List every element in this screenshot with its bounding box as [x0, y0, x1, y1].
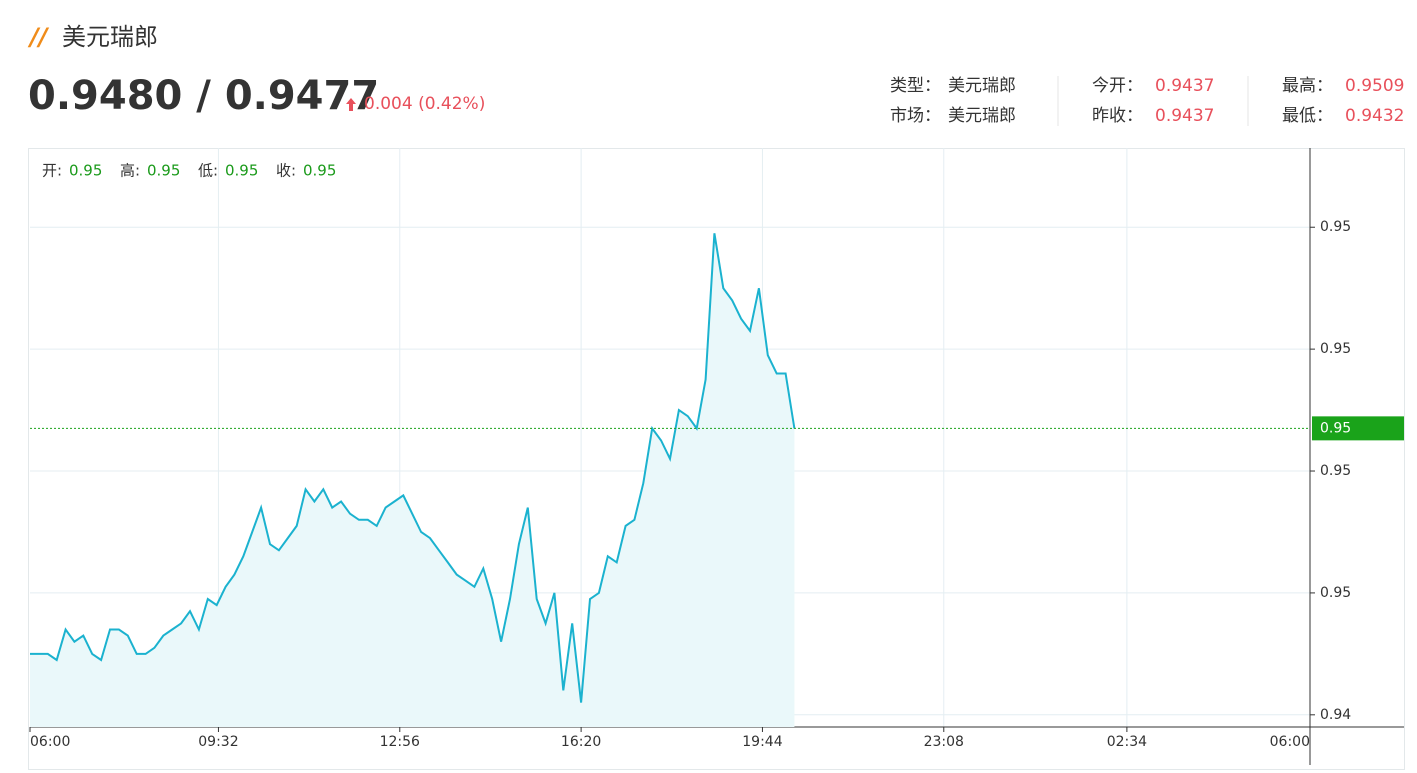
up-arrow — [346, 98, 356, 111]
info-label: 最高： — [1282, 76, 1333, 96]
info-label: 市场： — [890, 106, 941, 126]
x-tick-label: 23:08 — [924, 734, 964, 750]
x-tick-label: 06:00 — [1270, 734, 1310, 750]
ohlc-label: 高: — [120, 162, 140, 180]
title: 美元瑞郎 — [62, 23, 158, 51]
chart-frame — [28, 148, 1405, 770]
info-value: 美元瑞郎 — [948, 76, 1016, 96]
y-tick-label: 0.95 — [1320, 219, 1351, 235]
info-value: 0.9432 — [1345, 106, 1404, 126]
info-label: 类型： — [890, 76, 941, 96]
ohlc-label: 收: — [276, 162, 296, 180]
info-label: 今开： — [1092, 76, 1143, 96]
x-tick-label: 09:32 — [198, 734, 238, 750]
ohlc-value: 0.95 — [69, 162, 102, 180]
ohlc-label: 低: — [198, 162, 218, 180]
ohlc-value: 0.95 — [225, 162, 258, 180]
info-label: 最低： — [1282, 106, 1333, 126]
y-tick-label: 0.95 — [1320, 463, 1351, 479]
y-tick-label: 0.94 — [1320, 707, 1351, 723]
info-value: 0.9437 — [1155, 76, 1214, 96]
x-tick-label: 06:00 — [30, 734, 70, 750]
info-value: 0.9509 — [1345, 76, 1404, 96]
info-value: 0.9437 — [1155, 106, 1214, 126]
area — [30, 233, 795, 728]
y-tick-label: 0.95 — [1320, 585, 1351, 601]
x-tick-label: 12:56 — [380, 734, 420, 750]
x-tick-label: 02:34 — [1107, 734, 1147, 750]
ohlc-value: 0.95 — [147, 162, 180, 180]
info-value: 美元瑞郎 — [948, 106, 1016, 126]
last-price-box — [1312, 416, 1404, 441]
y-tick-label: 0.95 — [1320, 341, 1351, 357]
x-tick-label: 16:20 — [561, 734, 601, 750]
last-price-label: 0.95 — [1320, 420, 1351, 436]
icon: // — [27, 23, 50, 51]
ohlc-label: 开: — [42, 162, 62, 180]
info-label: 昨收： — [1092, 106, 1143, 126]
ohlc-value: 0.95 — [303, 162, 336, 180]
line — [30, 233, 796, 703]
x-tick-label: 19:44 — [742, 734, 782, 750]
price: 0.9480 / 0.9477 — [28, 73, 379, 119]
change: 0.004 (0.42%) — [364, 94, 485, 114]
